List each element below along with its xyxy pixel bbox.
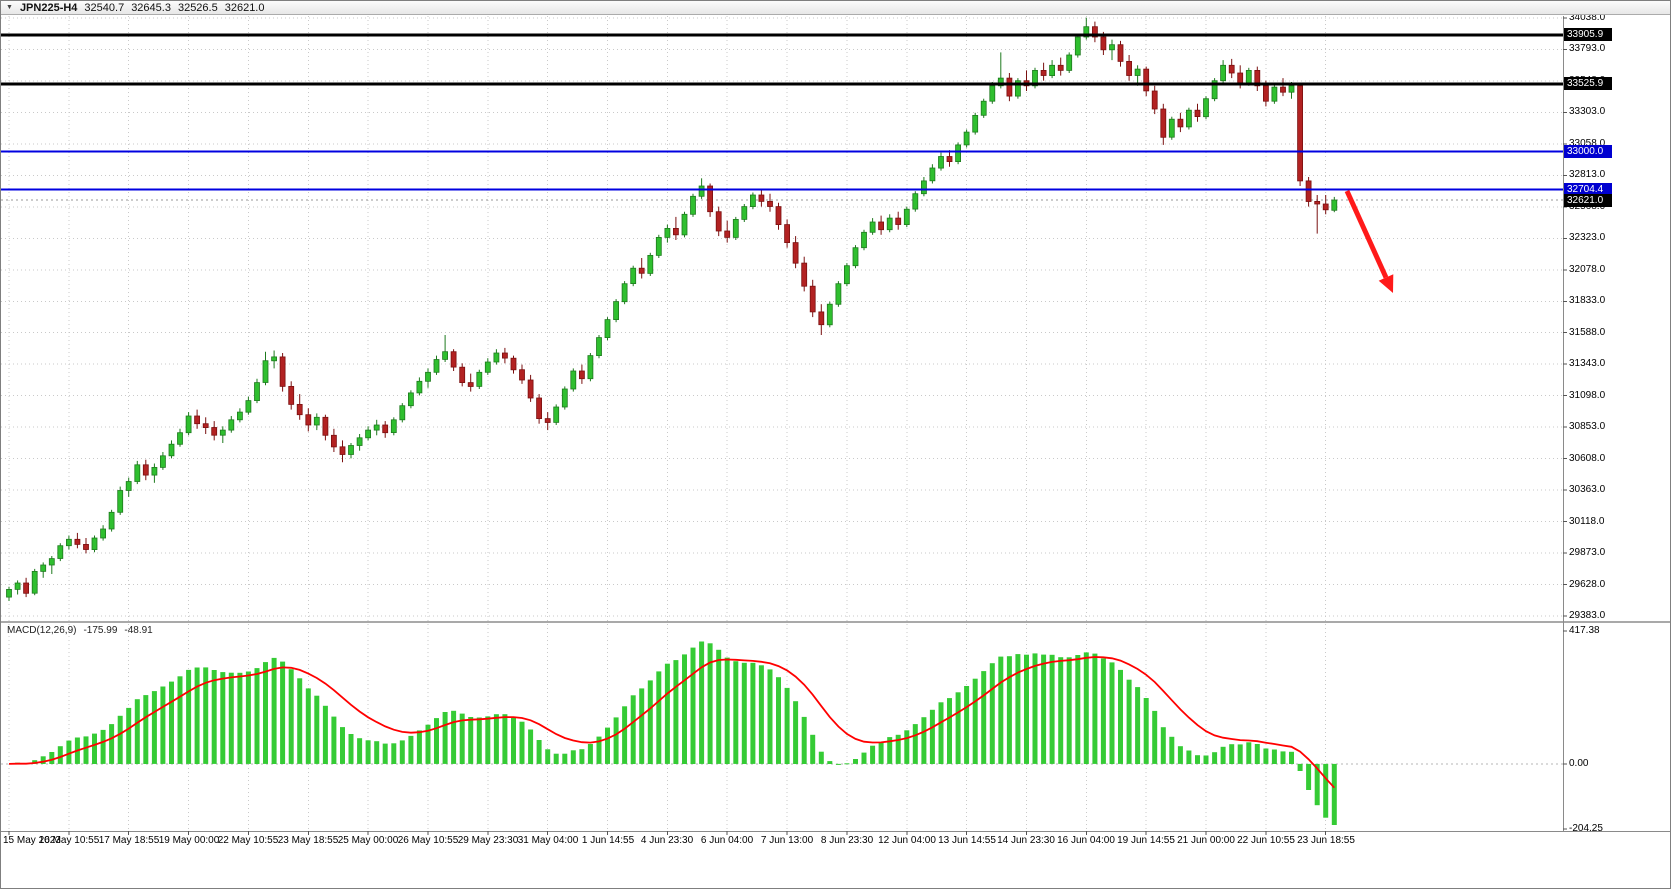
time-tick-label: 29 May 23:30	[457, 835, 519, 846]
time-tick-label: 4 Jun 23:30	[640, 835, 694, 846]
time-tick-label: 22 Jun 10:55	[1237, 835, 1295, 846]
time-tick-label: 19 May 00:00	[158, 835, 220, 846]
candlestick-series	[6, 17, 1338, 601]
price-tick-label: 32323.0	[1569, 232, 1606, 243]
time-tick-label: 23 May 18:55	[277, 835, 339, 846]
ohlc-close-value: 32621.0	[224, 1, 265, 14]
price-tick-label: 31588.0	[1569, 327, 1606, 338]
time-tick-label: 12 Jun 04:00	[878, 835, 936, 846]
time-tick-label: 25 May 00:00	[337, 835, 399, 846]
price-tick-label: 32078.0	[1569, 264, 1606, 275]
price-tick-label: 29383.0	[1569, 610, 1606, 621]
grid-lines	[1, 16, 1563, 831]
horizontal-level-lines[interactable]	[1, 33, 1563, 191]
time-tick-label: 26 May 10:55	[397, 835, 459, 846]
time-tick-label: 14 Jun 23:30	[997, 835, 1055, 846]
macd-tick-label: 417.38	[1569, 625, 1600, 636]
time-tick-label: 16 Jun 04:00	[1057, 835, 1115, 846]
price-level-badge: 32704.4	[1564, 183, 1612, 196]
time-tick-label: 23 Jun 18:55	[1297, 835, 1355, 846]
price-tick-label: 29873.0	[1569, 547, 1606, 558]
price-tick-label: 33058.0	[1569, 138, 1606, 149]
price-tick-label: 30608.0	[1569, 453, 1606, 464]
time-tick-label: 21 Jun 00:00	[1177, 835, 1235, 846]
time-tick-label: 16 May 10:55	[38, 835, 100, 846]
macd-tick-label: 0.00	[1569, 758, 1589, 769]
price-tick-label: 29628.0	[1569, 579, 1606, 590]
macd-histogram	[15, 641, 1337, 825]
time-tick-label: 8 Jun 23:30	[820, 835, 874, 846]
macd-name-label: MACD(12,26,9)	[7, 625, 77, 636]
symbol-menu-icon[interactable]: ▼	[6, 4, 13, 11]
ohlc-open-value: 32540.7	[84, 1, 125, 14]
price-tick-label: 31833.0	[1569, 295, 1606, 306]
ohlc-low-value: 32526.5	[177, 1, 218, 14]
price-tick-label: 31098.0	[1569, 390, 1606, 401]
price-tick-label: 33303.0	[1569, 106, 1606, 117]
time-tick-label: 31 May 04:00	[517, 835, 579, 846]
macd-indicator-label: MACD(12,26,9) -175.99 -48.91	[7, 625, 160, 636]
price-level-badge: 33905.9	[1564, 28, 1612, 41]
trend-arrow-annotation[interactable]	[1344, 189, 1394, 293]
price-level-badge: 33525.9	[1564, 77, 1612, 90]
price-tick-label: 32813.0	[1569, 169, 1606, 180]
macd-tick-label: -204.25	[1569, 823, 1603, 834]
time-tick-label: 7 Jun 13:00	[760, 835, 814, 846]
time-tick-label: 22 May 10:55	[217, 835, 279, 846]
price-tick-label: 31343.0	[1569, 358, 1606, 369]
time-tick-label: 1 Jun 14:55	[581, 835, 635, 846]
time-tick-label: 15 May 2023	[3, 835, 61, 846]
price-level-badge: 33000.0	[1564, 145, 1612, 158]
price-tick-label: 34038.0	[1569, 12, 1606, 23]
time-tick-label: 19 Jun 14:55	[1117, 835, 1175, 846]
symbol-timeframe-label: JPN225-H4	[19, 1, 78, 14]
macd-signal-line	[8, 656, 1335, 789]
ohlc-high-value: 32645.3	[131, 1, 171, 14]
macd-main-value: -175.99	[83, 625, 118, 636]
time-tick-label: 17 May 18:55	[98, 835, 160, 846]
price-tick-label: 33793.0	[1569, 43, 1606, 54]
time-tick-label: 13 Jun 14:55	[938, 835, 996, 846]
time-tick-label: 6 Jun 04:00	[700, 835, 754, 846]
price-tick-label: 30853.0	[1569, 421, 1606, 432]
price-tick-label: 30363.0	[1569, 484, 1606, 495]
price-tick-label: 30118.0	[1569, 516, 1605, 527]
macd-signal-value: -48.91	[124, 625, 153, 636]
price-level-badge: 32621.0	[1564, 194, 1612, 207]
chart-title-bar: ▼ JPN225-H4 32540.7 32645.3 32526.5 3262…	[1, 1, 1670, 15]
panel-separators	[1, 16, 1670, 835]
